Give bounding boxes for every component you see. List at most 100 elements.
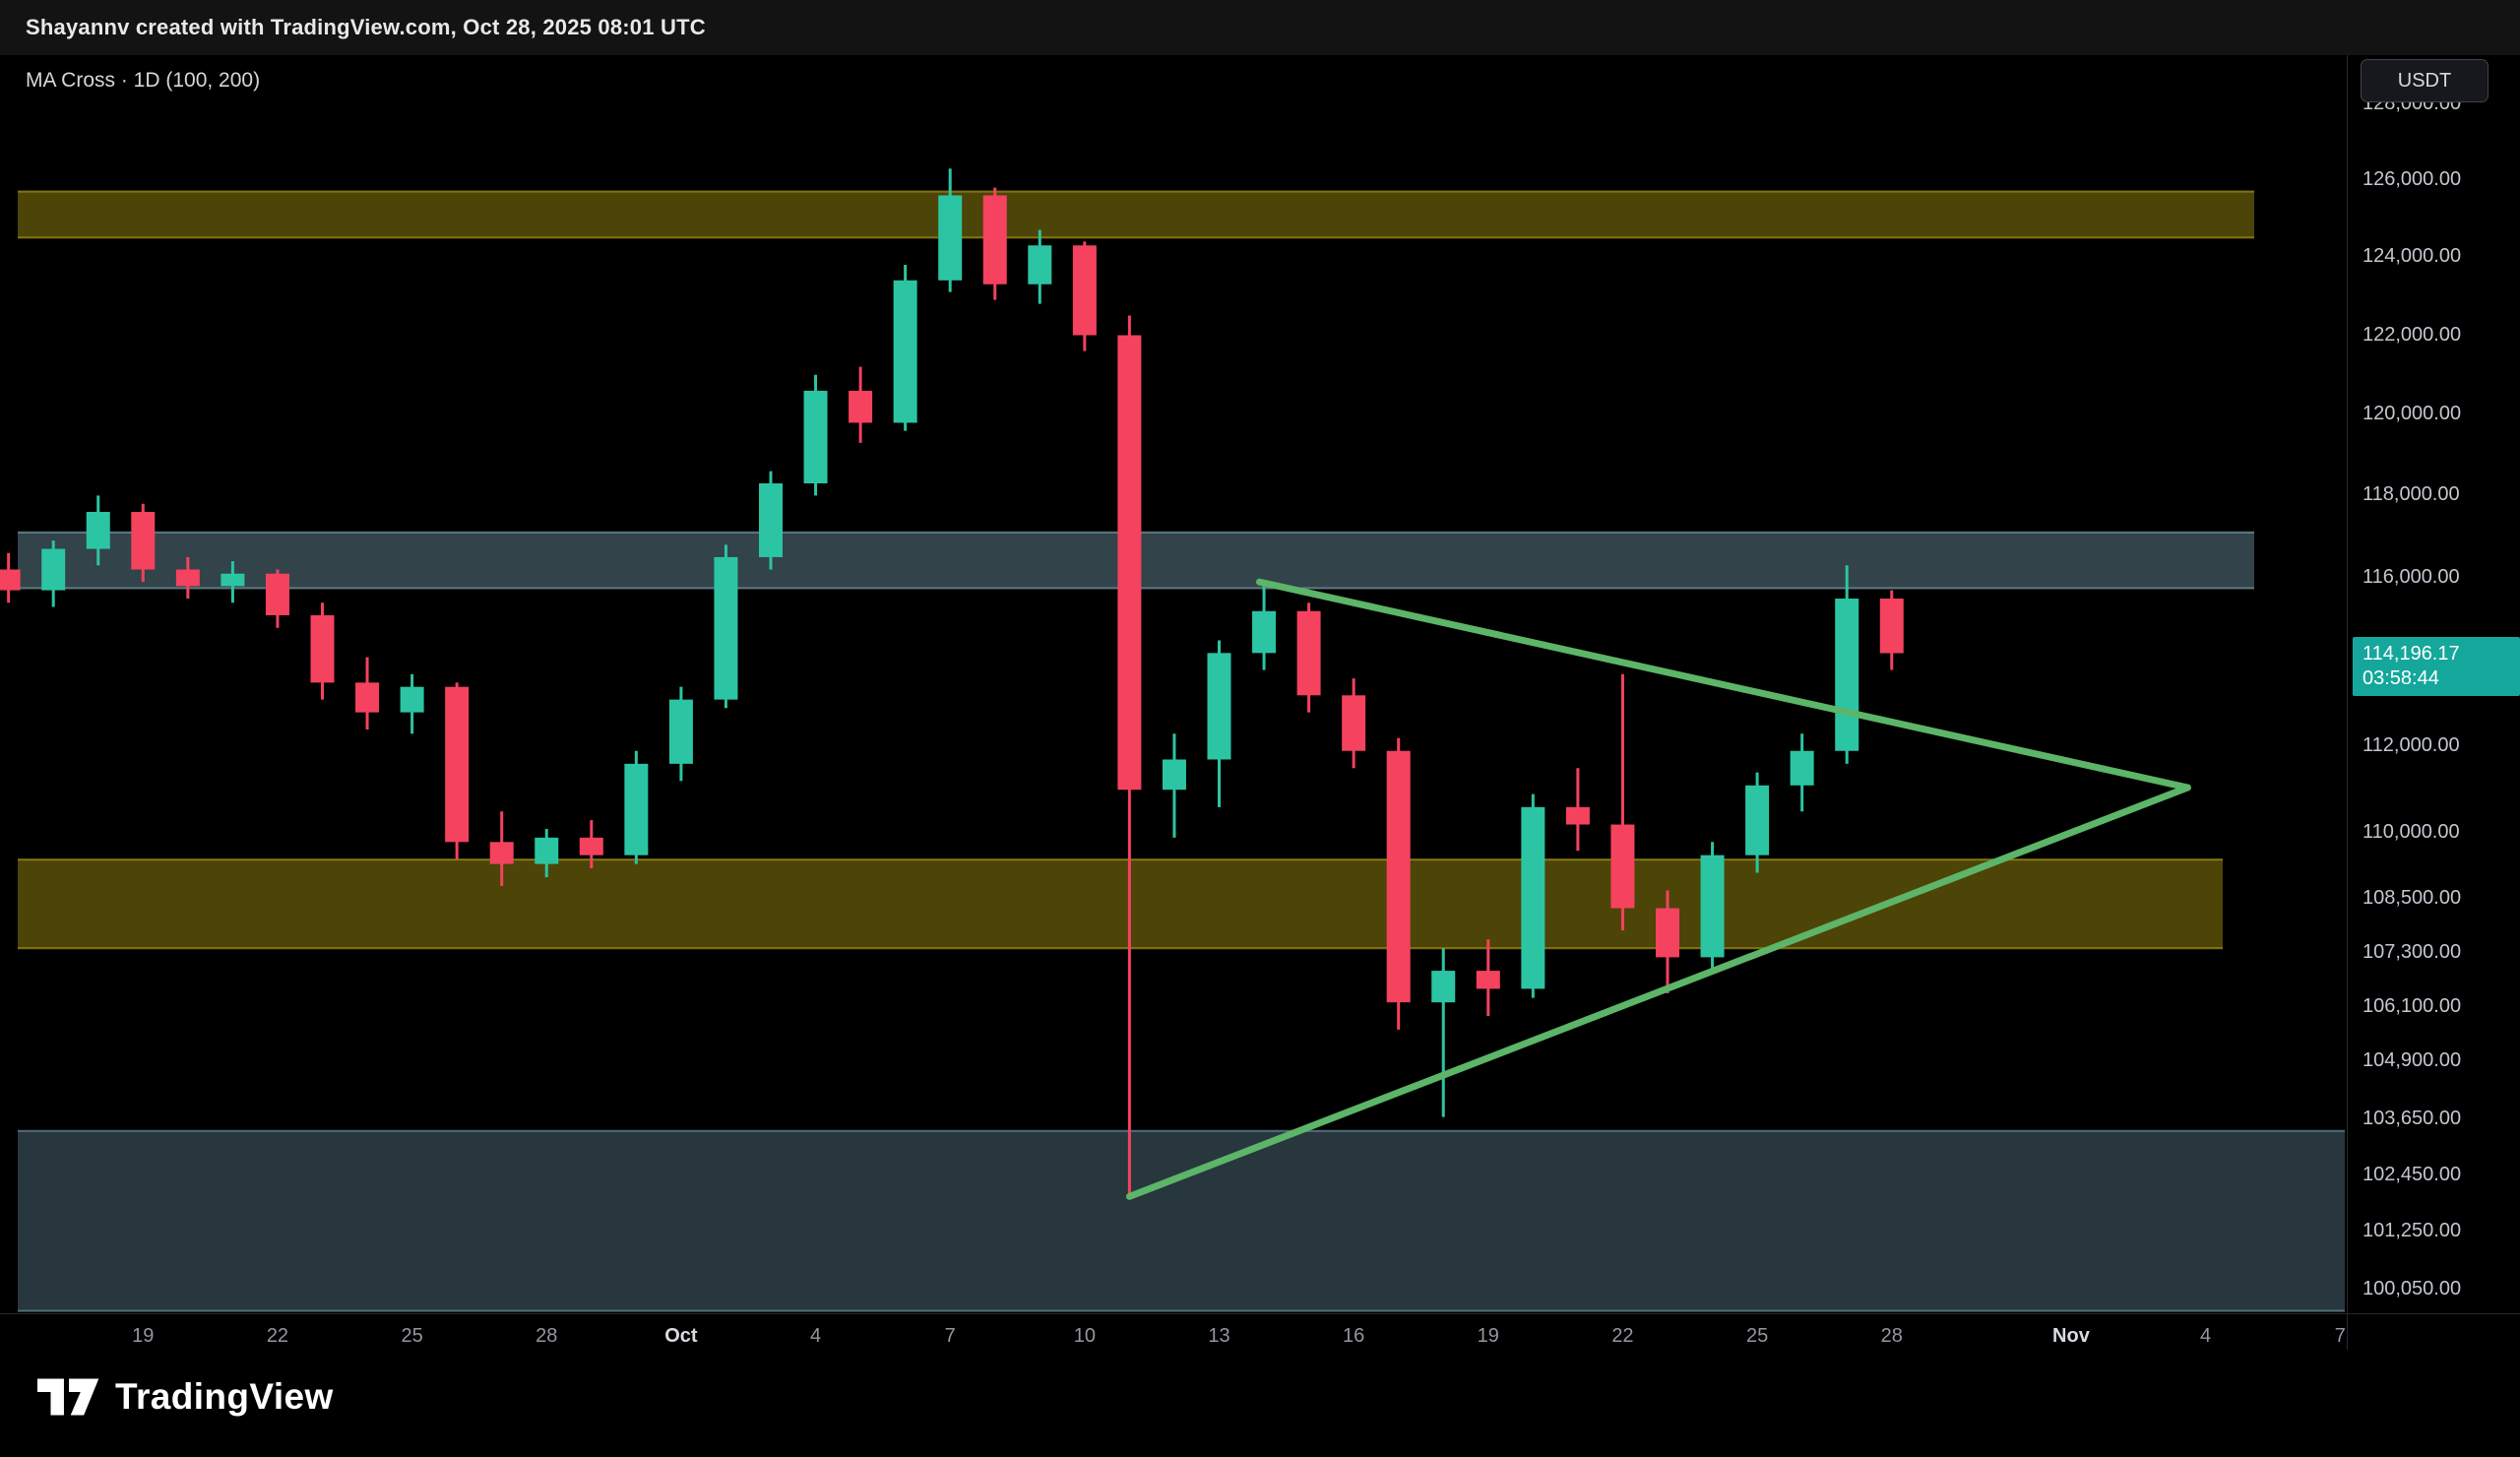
time-label-22: 22 <box>266 1325 289 1347</box>
candle-body <box>175 569 200 587</box>
tradingview-footer[interactable]: TradingView <box>37 1376 334 1418</box>
quote-currency-button[interactable]: USDT <box>2361 59 2488 102</box>
candle-body <box>982 195 1007 285</box>
time-label-16: 16 <box>1343 1325 1365 1347</box>
price-label-118000: 118,000.00 <box>2362 483 2460 506</box>
candle-sep-23 <box>310 602 335 700</box>
candle-body <box>1296 610 1321 696</box>
price-label-108500: 108,500.00 <box>2362 887 2462 910</box>
candle-oct-7 <box>938 168 963 292</box>
price-label-102450: 102,450.00 <box>2362 1163 2462 1185</box>
candle-body <box>1656 908 1679 958</box>
candle-sep-18 <box>86 495 110 566</box>
triangle-upper-trendline[interactable] <box>1255 578 2191 792</box>
candle-oct-18 <box>1431 948 1456 1117</box>
time-label-19: 19 <box>132 1325 155 1347</box>
candle-body <box>355 682 380 713</box>
candle-body <box>0 569 21 591</box>
candle-oct-11 <box>1117 315 1142 1197</box>
zone-support-zone-mid[interactable] <box>18 859 2223 949</box>
candle-oct-21 <box>1565 768 1590 852</box>
zone-resistance-zone-upper[interactable] <box>18 191 2254 238</box>
price-label-122000: 122,000.00 <box>2362 323 2462 346</box>
candle-body <box>803 390 828 483</box>
quote-currency-label: USDT <box>2397 69 2452 92</box>
triangle-lower-trendline[interactable] <box>1125 784 2191 1200</box>
candle-sep-28 <box>535 828 559 878</box>
candle-sep-19 <box>131 503 156 583</box>
tradingview-logo-icon <box>37 1378 99 1416</box>
zone-support-zone-lower[interactable] <box>18 1130 2345 1311</box>
candle-oct-2 <box>714 544 738 709</box>
candle-body <box>1207 653 1231 760</box>
candle-oct-19 <box>1476 939 1500 1017</box>
candle-body <box>1565 806 1590 825</box>
candle-oct-22 <box>1610 673 1635 931</box>
candle-body <box>1028 245 1052 285</box>
candle-oct-15 <box>1296 602 1321 713</box>
candle-sep-24 <box>355 657 380 729</box>
time-label-10: 10 <box>1073 1325 1096 1347</box>
candle-body <box>579 837 603 855</box>
candle-sep-25 <box>400 673 424 734</box>
price-label-103650: 103,650.00 <box>2362 1107 2462 1129</box>
candle-body <box>400 686 424 713</box>
candle-body <box>1342 695 1366 751</box>
candle-oct-23 <box>1656 890 1679 993</box>
candle-oct-10 <box>1072 241 1097 351</box>
price-label-120000: 120,000.00 <box>2362 403 2462 425</box>
last-price-badge: 114,196.17 03:58:44 <box>2353 637 2520 697</box>
price-label-116000: 116,000.00 <box>2362 565 2460 588</box>
price-label-100050: 100,050.00 <box>2362 1277 2462 1299</box>
candle-oct-4 <box>803 374 828 496</box>
candle-sep-20 <box>175 556 200 600</box>
candle-body <box>1117 335 1142 791</box>
candle-oct-9 <box>1028 229 1052 304</box>
time-scale-separator <box>0 1313 2520 1314</box>
candle-sep-26 <box>445 682 470 860</box>
price-label-112000: 112,000.00 <box>2362 734 2460 757</box>
bar-countdown: 03:58:44 <box>2362 667 2439 690</box>
candle-body <box>1072 245 1097 336</box>
candle-oct-3 <box>759 471 783 570</box>
price-label-110000: 110,000.00 <box>2362 821 2460 844</box>
candle-body <box>41 548 66 591</box>
candle-body <box>535 837 559 864</box>
candle-body <box>1521 806 1545 989</box>
candle-body <box>1252 610 1277 654</box>
candle-oct-5 <box>849 366 873 443</box>
candle-oct-17 <box>1386 737 1411 1030</box>
indicator-legend[interactable]: MA Cross · 1D (100, 200) <box>26 69 261 92</box>
candle-oct-16 <box>1342 678 1366 769</box>
candle-body <box>131 511 156 570</box>
time-label-oct: Oct <box>664 1325 698 1347</box>
candle-oct-26 <box>1790 733 1814 812</box>
candle-oct-6 <box>893 264 917 431</box>
candle-body <box>489 842 514 864</box>
candle-oct-8 <box>982 187 1007 300</box>
candle-body <box>220 573 245 587</box>
candle-body <box>714 556 738 700</box>
time-label-28: 28 <box>536 1325 558 1347</box>
candle-body <box>849 390 873 423</box>
candle-body <box>310 614 335 683</box>
candle-body <box>938 195 963 281</box>
candle-body <box>1386 750 1411 1003</box>
candle-sep-27 <box>489 811 514 887</box>
candle-oct-13 <box>1207 640 1231 807</box>
candle-body <box>1700 855 1725 958</box>
candle-body <box>1835 599 1859 751</box>
candle-body <box>759 482 783 557</box>
tradingview-brand-text: TradingView <box>115 1376 334 1417</box>
candle-oct-14 <box>1252 582 1277 670</box>
price-label-104900: 104,900.00 <box>2362 1049 2462 1072</box>
last-price-value: 114,196.17 <box>2362 643 2460 665</box>
time-label-13: 13 <box>1208 1325 1230 1347</box>
candle-body <box>265 573 289 615</box>
candle-body <box>1790 750 1814 786</box>
time-label-nov: Nov <box>2052 1325 2090 1347</box>
candle-sep-16 <box>0 552 21 603</box>
price-label-126000: 126,000.00 <box>2362 167 2462 190</box>
time-label-7: 7 <box>944 1325 956 1347</box>
